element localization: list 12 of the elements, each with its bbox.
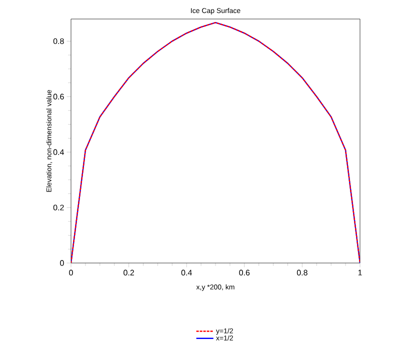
- line-series: [71, 22, 360, 264]
- x-tick-label: 0.8: [296, 270, 308, 276]
- x-tick-label: 1: [358, 270, 362, 276]
- x-tick-label: 0.6: [239, 270, 250, 276]
- y-tick-label: 0.8: [53, 38, 64, 44]
- y-tick-label: 0: [60, 260, 64, 266]
- y-tick-label: 0.4: [53, 149, 64, 155]
- y-tick-label: 0.2: [53, 204, 64, 210]
- x-tick-label: 0: [69, 270, 73, 276]
- x-tick-label: 0.2: [124, 270, 134, 276]
- y-tick-label: 0.6: [53, 94, 64, 100]
- x-tick-label: 0.4: [181, 270, 192, 276]
